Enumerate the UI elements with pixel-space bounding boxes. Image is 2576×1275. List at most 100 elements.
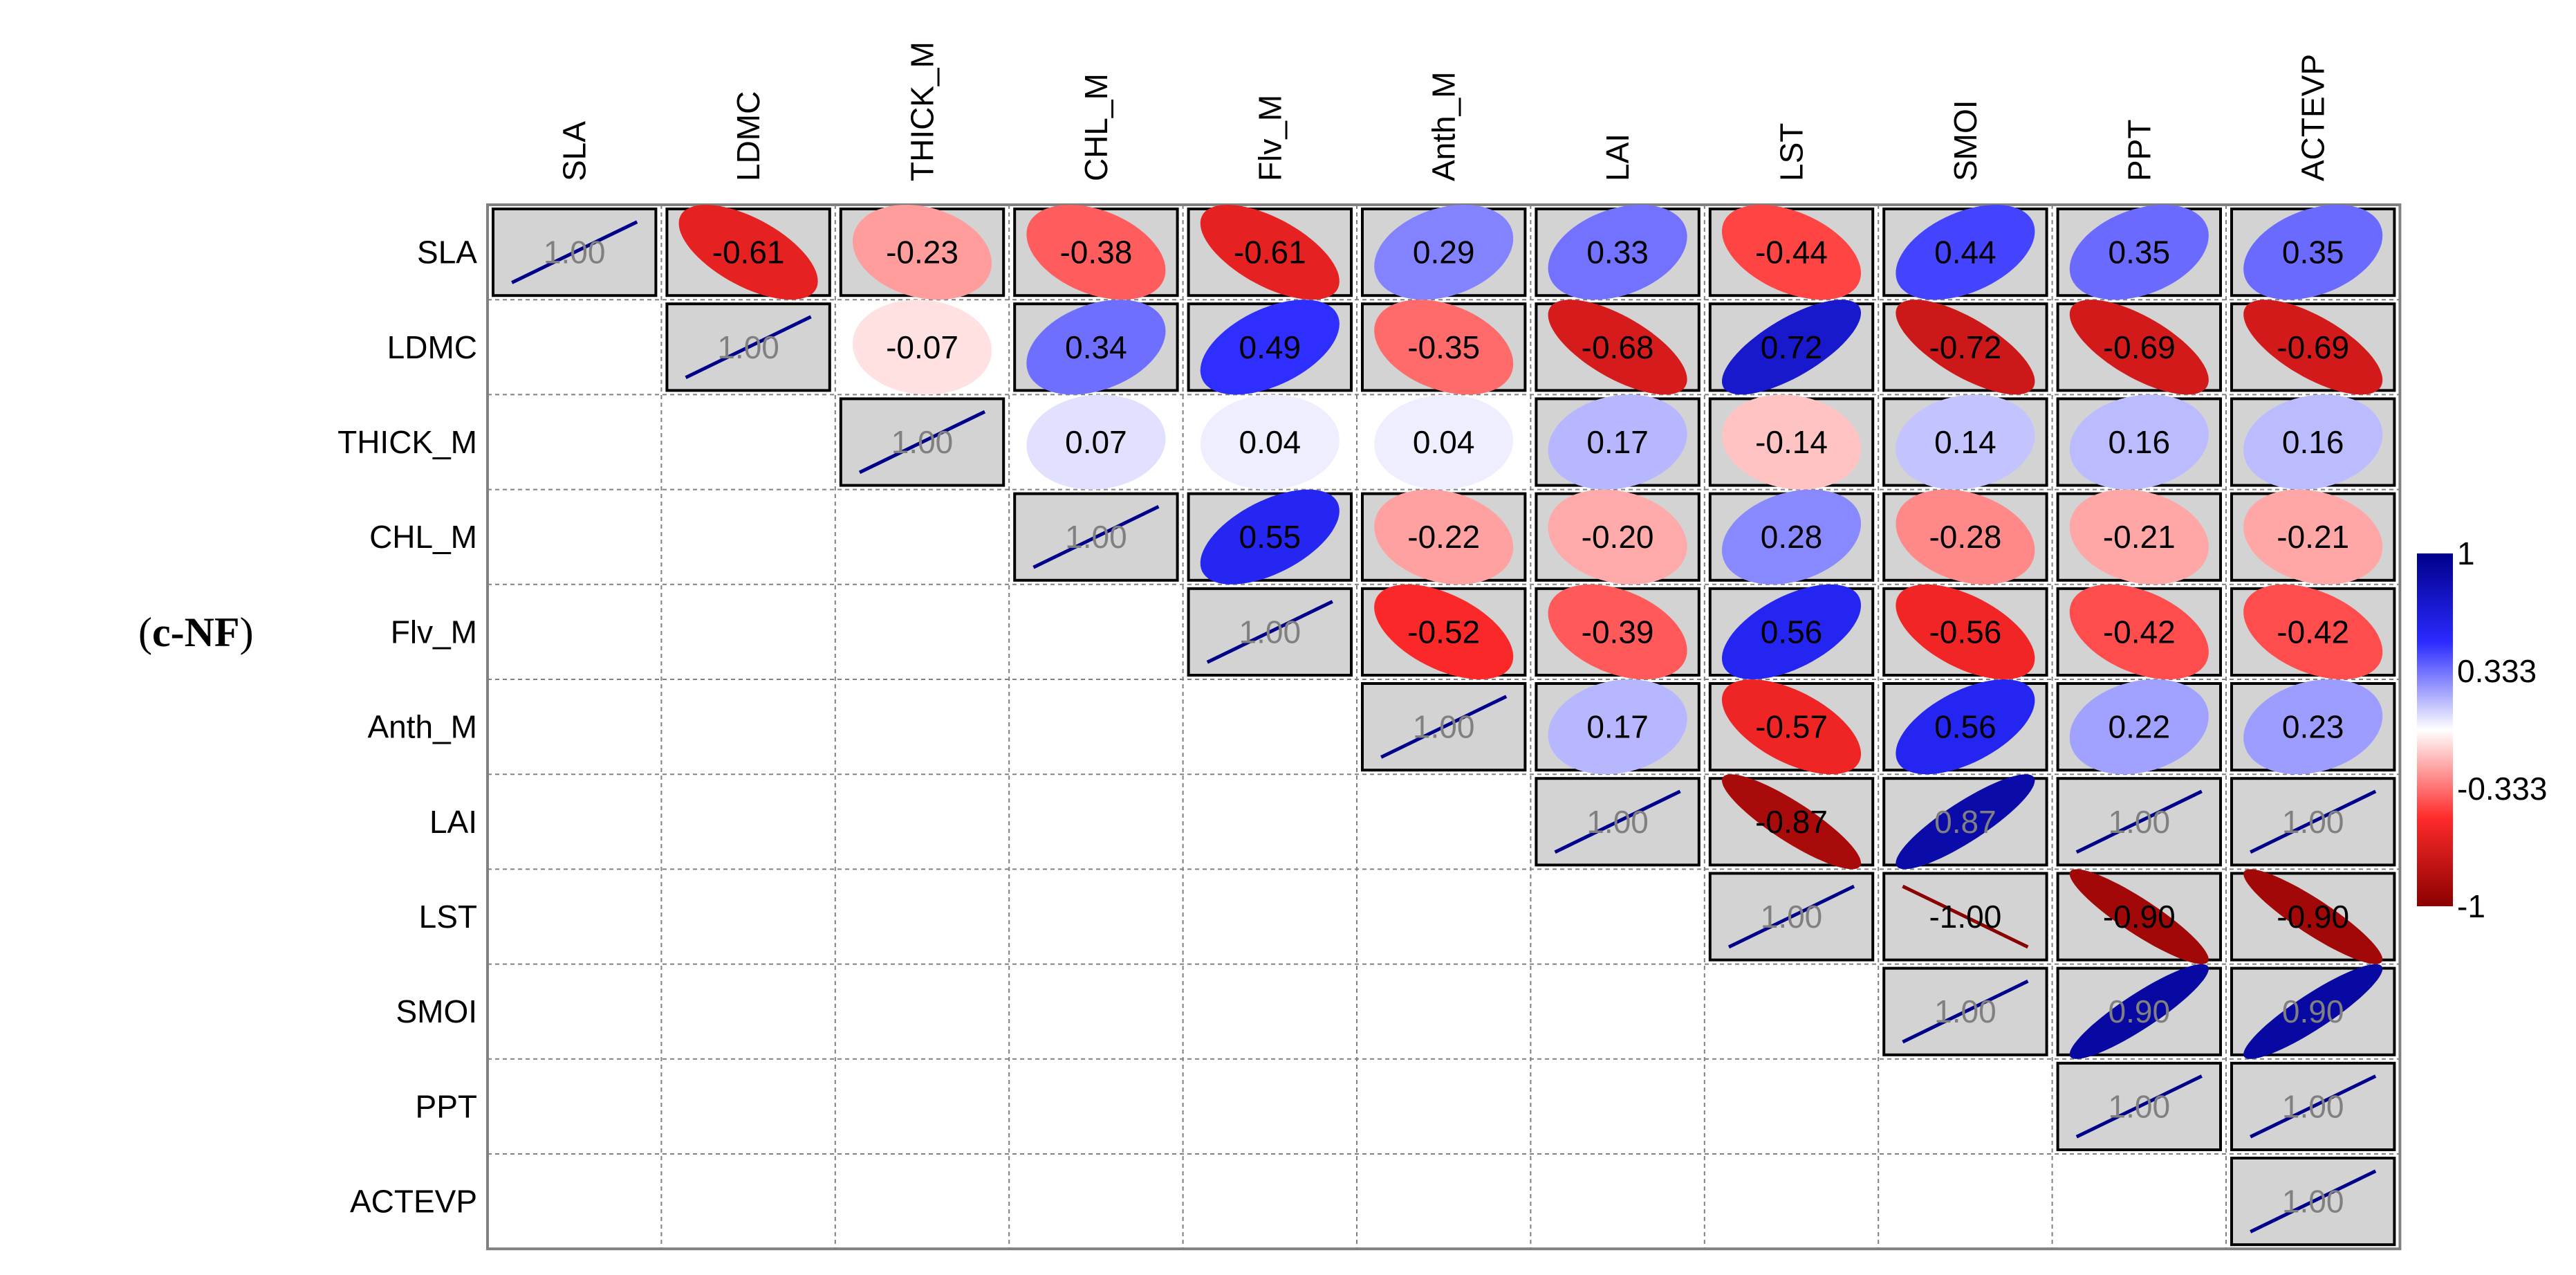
- correlation-line: [685, 315, 812, 379]
- cell-LAI-SMOI: 0.87: [1882, 774, 2048, 870]
- cell-value-label: 0.35: [2109, 235, 2171, 270]
- cell-SLA-SLA: 1.00: [492, 208, 658, 297]
- correlation-ellipse: [1374, 394, 1514, 490]
- cell-PPT-ACTEVP: 1.00: [2230, 1061, 2396, 1152]
- cell-LDMC-LDMC: 1.00: [665, 302, 831, 392]
- cell-value-label: -0.42: [2103, 614, 2176, 650]
- correlation-line: [2075, 1074, 2203, 1139]
- cell-LAI-LST: -0.87: [1708, 774, 1875, 870]
- cell-value-label: 0.16: [2282, 424, 2344, 460]
- correlation-ellipse: [2243, 205, 2383, 300]
- correlation-ellipse: [2243, 489, 2383, 585]
- cell-Flv_M-PPT: -0.42: [2056, 584, 2223, 679]
- cell-Anth_M-LAI: 0.17: [1535, 679, 1701, 775]
- cell-SLA-Flv_M: -0.61: [1187, 205, 1353, 300]
- cell-LST-ACTEVP: -0.90: [2230, 869, 2396, 964]
- colorbar-gradient: [2417, 553, 2453, 906]
- cell-SLA-Anth_M: 0.29: [1361, 205, 1527, 300]
- correlation-ellipse: [2069, 394, 2209, 490]
- correlation-ellipse: [2243, 394, 2383, 490]
- cell-PPT-PPT: 1.00: [2056, 1061, 2223, 1152]
- correlation-ellipse: [853, 300, 992, 395]
- cell-value-label: 0.72: [1761, 329, 1823, 365]
- column-labels: SLA LDMC THICK_M CHL_M Flv_M Anth_M LAI LST SMOI…: [557, 42, 2331, 181]
- cell-value-label: 0.16: [2109, 424, 2171, 460]
- cell-value-label: 1.00: [544, 235, 606, 270]
- correlation-line: [1902, 980, 2029, 1044]
- row-label-Anth_M: Anth_M: [367, 709, 477, 745]
- cells-layer: 1.00 -0.61 -0.23 -0.38 -0.61 0.29 0.33 -0.44 0.4…: [492, 205, 2396, 1247]
- correlation-line: [1032, 505, 1160, 569]
- cell-value-label: -0.28: [1929, 519, 2001, 555]
- cell-SLA-LAI: 0.33: [1535, 205, 1701, 300]
- column-label-SLA: SLA: [557, 121, 593, 181]
- correlation-line: [1206, 600, 1333, 664]
- correlation-ellipse: [1722, 489, 1861, 585]
- cell-SLA-PPT: 0.35: [2056, 205, 2223, 300]
- correlation-ellipse: [1374, 205, 1514, 300]
- cell-SLA-LST: -0.44: [1708, 205, 1875, 300]
- correlation-ellipse: [1722, 205, 1861, 300]
- cell-value-label: 0.44: [1934, 235, 1996, 270]
- row-label-CHL_M: CHL_M: [369, 519, 477, 555]
- cell-Flv_M-SMOI: -0.56: [1882, 584, 2048, 679]
- column-label-Flv_M: Flv_M: [1252, 95, 1288, 181]
- correlation-line: [1902, 884, 2029, 949]
- cell-value-label: -0.44: [1755, 235, 1828, 270]
- cell-value-label: -0.61: [1234, 235, 1306, 270]
- cell-THICK_M-LST: -0.14: [1708, 394, 1875, 490]
- correlation-ellipse: [1896, 584, 2035, 679]
- cell-LDMC-PPT: -0.69: [2056, 300, 2223, 395]
- correlation-ellipse: [1722, 300, 1861, 395]
- cell-LST-PPT: -0.90: [2056, 869, 2223, 964]
- cell-value-label: 1.00: [717, 329, 779, 365]
- correlation-ellipse: [1896, 394, 2035, 490]
- cell-value-label: -0.23: [886, 235, 958, 270]
- cell-LDMC-Flv_M: 0.49: [1187, 300, 1353, 395]
- cell-value-label: 0.55: [1239, 519, 1301, 555]
- cell-LDMC-Anth_M: -0.35: [1361, 300, 1527, 395]
- cell-value-label: 1.00: [2109, 804, 2171, 840]
- correlation-line: [858, 410, 986, 475]
- cell-Flv_M-ACTEVP: -0.42: [2230, 584, 2396, 679]
- column-label-LDMC: LDMC: [730, 91, 766, 181]
- cell-value-label: 0.90: [2282, 993, 2344, 1029]
- cell-value-label: 0.35: [2282, 235, 2344, 270]
- panel-label-open: (: [138, 609, 152, 655]
- correlation-ellipse: [1548, 394, 1687, 490]
- cell-value-label: 0.17: [1586, 424, 1649, 460]
- cell-SMOI-PPT: 0.90: [2056, 964, 2223, 1059]
- cell-LDMC-LAI: -0.68: [1535, 300, 1701, 395]
- column-label-PPT: PPT: [2121, 120, 2157, 181]
- cell-Flv_M-Flv_M: 1.00: [1187, 587, 1353, 677]
- cell-value-label: -0.72: [1929, 329, 2001, 365]
- cell-SLA-CHL_M: -0.38: [1013, 205, 1179, 300]
- cell-value-label: -0.68: [1582, 329, 1654, 365]
- correlation-ellipse: [2069, 679, 2209, 775]
- cell-value-label: 0.33: [1586, 235, 1649, 270]
- correlation-ellipse: [1200, 300, 1340, 395]
- cell-THICK_M-ACTEVP: 0.16: [2230, 394, 2396, 490]
- cell-value-label: 0.23: [2282, 709, 2344, 745]
- panel-label: (c-NF): [138, 609, 263, 657]
- cell-value-label: -0.69: [2277, 329, 2349, 365]
- cell-SLA-LDMC: -0.61: [665, 205, 831, 300]
- correlation-ellipse: [1722, 584, 1861, 679]
- cell-value-label: -0.69: [2103, 329, 2176, 365]
- cell-LDMC-SMOI: -0.72: [1882, 300, 2048, 395]
- cell-CHL_M-SMOI: -0.28: [1882, 489, 2048, 585]
- cell-value-label: 0.29: [1413, 235, 1475, 270]
- correlation-ellipse: [2243, 679, 2383, 775]
- row-label-SMOI: SMOI: [396, 993, 477, 1029]
- cell-value-label: 0.56: [1761, 614, 1823, 650]
- cell-Anth_M-Anth_M: 1.00: [1361, 682, 1527, 772]
- correlation-ellipse: [678, 205, 818, 300]
- cell-value-label: -0.22: [1407, 519, 1480, 555]
- cell-value-label: 1.00: [2109, 1088, 2171, 1124]
- cell-value-label: -0.07: [886, 329, 958, 365]
- column-label-SMOI: SMOI: [1947, 100, 1983, 181]
- colorbar-tick-label: 0.333: [2457, 653, 2537, 689]
- cell-value-label: 0.04: [1413, 424, 1475, 460]
- cell-LDMC-LST: 0.72: [1708, 300, 1875, 395]
